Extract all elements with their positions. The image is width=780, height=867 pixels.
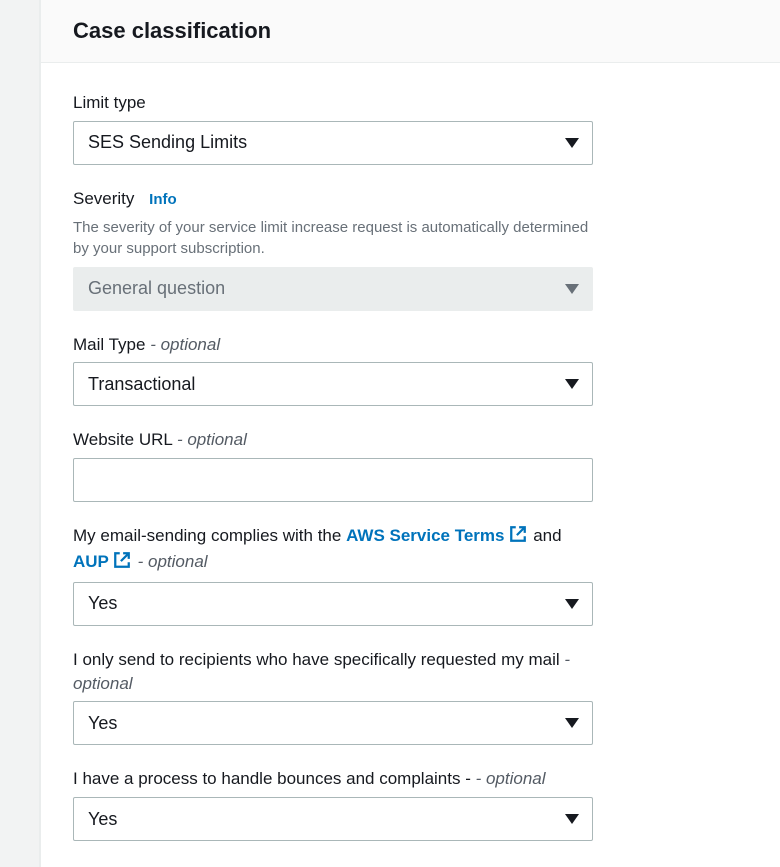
severity-info-link[interactable]: Info <box>149 191 177 208</box>
bounces-select[interactable]: Yes <box>73 797 593 841</box>
severity-select: General question <box>73 267 593 311</box>
case-classification-panel: Case classification Limit type SES Sendi… <box>40 0 780 867</box>
field-limit-type: Limit type SES Sending Limits <box>73 91 748 165</box>
severity-value: General question <box>88 278 225 299</box>
panel-header: Case classification <box>41 0 780 63</box>
limit-type-label: Limit type <box>73 91 748 115</box>
aup-link[interactable]: AUP <box>73 552 133 571</box>
mail-type-select[interactable]: Transactional <box>73 362 593 406</box>
severity-label: Severity Info <box>73 187 748 211</box>
compliance-value: Yes <box>88 593 117 614</box>
website-url-input[interactable] <box>73 458 593 502</box>
field-compliance: My email-sending complies with the AWS S… <box>73 524 748 626</box>
website-url-label: Website URL - optional <box>73 428 748 452</box>
aws-service-terms-link[interactable]: AWS Service Terms <box>346 526 528 545</box>
opt-in-label: I only send to recipients who have speci… <box>73 648 593 696</box>
panel-body: Limit type SES Sending Limits Severity I… <box>41 63 780 867</box>
field-opt-in: I only send to recipients who have speci… <box>73 648 748 746</box>
bounces-value: Yes <box>88 809 117 830</box>
mail-type-label: Mail Type - optional <box>73 333 748 357</box>
field-severity: Severity Info The severity of your servi… <box>73 187 748 311</box>
opt-in-select[interactable]: Yes <box>73 701 593 745</box>
field-website-url: Website URL - optional <box>73 428 748 502</box>
panel-title: Case classification <box>73 18 748 44</box>
compliance-select[interactable]: Yes <box>73 582 593 626</box>
field-mail-type: Mail Type - optional Transactional <box>73 333 748 407</box>
limit-type-value: SES Sending Limits <box>88 132 247 153</box>
limit-type-select[interactable]: SES Sending Limits <box>73 121 593 165</box>
compliance-label: My email-sending complies with the AWS S… <box>73 524 593 576</box>
opt-in-value: Yes <box>88 713 117 734</box>
bounces-label: I have a process to handle bounces and c… <box>73 767 593 791</box>
external-link-icon <box>509 525 527 550</box>
mail-type-value: Transactional <box>88 374 195 395</box>
field-bounces: I have a process to handle bounces and c… <box>73 767 748 841</box>
severity-help-text: The severity of your service limit incre… <box>73 217 593 259</box>
external-link-icon <box>113 551 131 576</box>
left-gutter <box>0 0 40 867</box>
